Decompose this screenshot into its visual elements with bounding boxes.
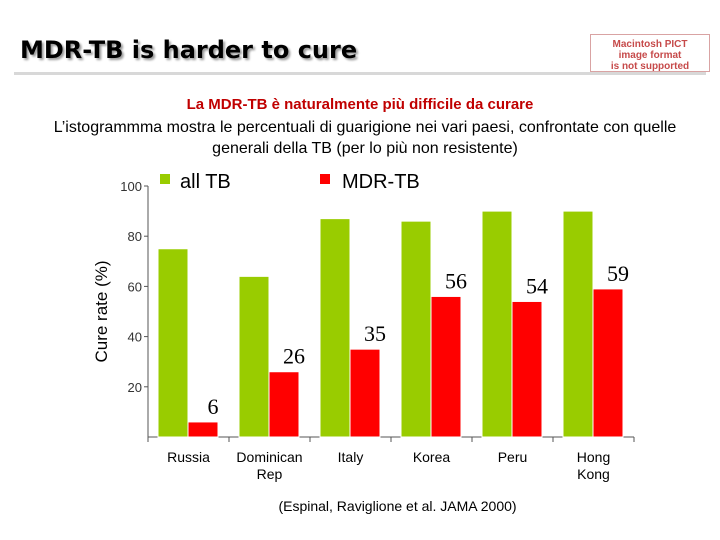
y-axis-label: Cure rate (%): [92, 260, 111, 362]
slide-title: MDR-TB is harder to cure: [20, 36, 358, 64]
mdr-tb-bar-3: [430, 295, 462, 438]
pict-notice-line-3: is not supported: [610, 61, 690, 72]
mdr-tb-data-label-5: 59: [607, 261, 629, 286]
y-tick-label-20: 20: [128, 380, 142, 395]
mdr-tb-bar-2: [349, 348, 381, 438]
legend-label-all-tb: all TB: [180, 171, 231, 193]
x-category-label-1-line-1: Rep: [257, 466, 283, 482]
x-category-label-0: Russia: [167, 449, 210, 465]
mdr-tb-data-label-3: 56: [445, 268, 467, 293]
all-tb-bar-3: [400, 220, 432, 438]
mdr-tb-bar-5: [592, 288, 624, 438]
x-category-label-5-line-0: Hong: [577, 449, 610, 465]
y-tick-label-100: 100: [120, 179, 142, 194]
legend-swatch-all-tb: [160, 174, 170, 184]
mdr-tb-data-label-0: 6: [208, 394, 219, 419]
x-category-label-4: Peru: [498, 449, 528, 465]
all-tb-bar-5: [562, 210, 594, 438]
pict-notice-line-1: Macintosh PICT: [612, 39, 688, 50]
mdr-tb-bar-0: [187, 421, 219, 438]
y-tick-label-60: 60: [128, 279, 142, 294]
y-tick-label-40: 40: [128, 330, 142, 345]
mdr-tb-bar-4: [511, 300, 543, 438]
pict-notice-line-2: image format: [618, 50, 682, 61]
legend-label-mdr-tb: MDR-TB: [342, 171, 420, 193]
slide-subtitle: La MDR-TB è naturalmente più difficile d…: [186, 96, 534, 113]
x-category-label-1-line-0: Dominican: [236, 449, 302, 465]
all-tb-bar-1: [238, 275, 270, 438]
source-citation: (Espinal, Raviglione et al. JAMA 2000): [278, 498, 517, 514]
slide-description: L’istogrammma mostra le percentuali di g…: [53, 119, 677, 157]
mdr-tb-data-label-4: 54: [526, 273, 548, 298]
pict-placeholder: Macintosh PICT image format is not suppo…: [590, 34, 710, 72]
x-category-label-5-line-1: Kong: [577, 466, 610, 482]
mdr-tb-data-label-2: 35: [364, 321, 386, 346]
mdr-tb-bar-1: [268, 371, 300, 438]
all-tb-bar-2: [319, 218, 351, 438]
all-tb-bar-4: [481, 210, 513, 438]
title-underline: [14, 72, 706, 75]
legend-swatch-mdr-tb: [320, 174, 330, 184]
x-category-label-2: Italy: [338, 449, 364, 465]
all-tb-bar-0: [157, 248, 189, 438]
x-category-label-3: Korea: [413, 449, 451, 465]
mdr-tb-data-label-1: 26: [283, 344, 305, 369]
y-tick-label-80: 80: [128, 229, 142, 244]
